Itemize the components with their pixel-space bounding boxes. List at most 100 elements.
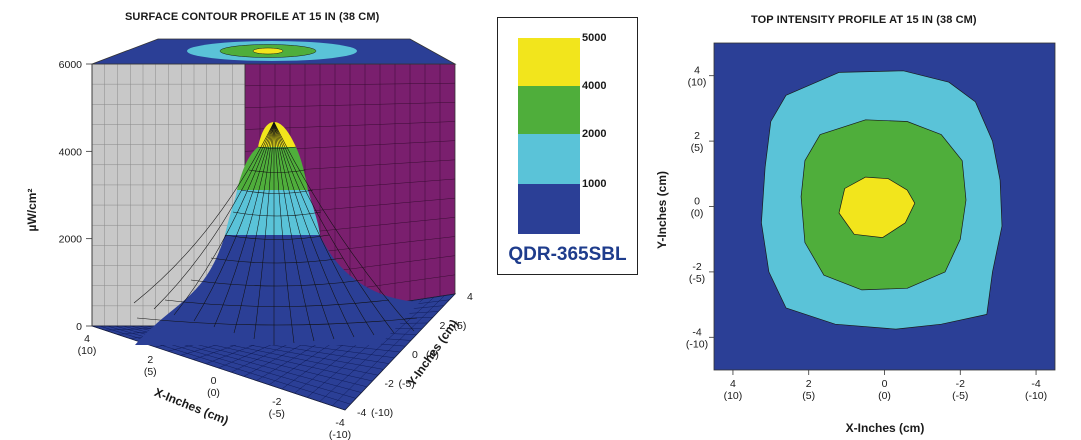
x-tick-label: 0 [882, 378, 888, 390]
z-tick-label: 6000 [59, 59, 83, 71]
contour-plot-area [713, 42, 1056, 371]
surface-chart-title: SURFACE CONTOUR PROFILE AT 15 IN (38 CM) [125, 11, 380, 23]
contour-level-2000 [800, 119, 967, 291]
y-tick-label: 4 [467, 291, 473, 303]
x-tick-label: (0) [207, 387, 220, 399]
x-tick-label: -2 [272, 396, 281, 408]
surface-band-1000 [135, 235, 420, 345]
contour-regions [761, 70, 1003, 330]
x-tick-label: 4 [84, 333, 90, 345]
contour-chart-title: TOP INTENSITY PROFILE AT 15 IN (38 CM) [751, 14, 977, 26]
y-tick-label: (-5) [689, 273, 705, 285]
surface-band-2000 [225, 190, 320, 235]
legend: 5000 4000 2000 1000 QDR-365SBL [497, 17, 638, 275]
z-tick-label: 4000 [59, 146, 83, 158]
y-tick-label: 2 [694, 130, 700, 142]
mesh-line [232, 211, 322, 217]
y-tick-label: (0) [426, 349, 439, 361]
mesh-line [273, 121, 395, 334]
mesh-line [273, 121, 315, 342]
y-tick-label: (10) [688, 77, 707, 89]
y-tick-label: (5) [454, 320, 467, 332]
surface-left-wall-grid [92, 64, 245, 326]
y-tick-label: -4 [357, 407, 366, 419]
x-tick-label: (5) [802, 390, 815, 402]
mesh-line [273, 121, 375, 336]
legend-swatch [518, 38, 580, 86]
legend-value-label: 2000 [582, 128, 606, 140]
mesh-line [136, 317, 418, 326]
surface-z-ticks: 0 2000 4000 6000 [59, 59, 92, 333]
mesh-line [173, 121, 275, 316]
y-tick-label: (0) [691, 208, 704, 220]
legend-swatches [518, 38, 580, 234]
grid-line [319, 297, 435, 402]
x-tick-label: (-5) [952, 390, 968, 402]
z-tick-label: 0 [76, 321, 82, 333]
x-tick-label: 2 [147, 354, 153, 366]
mesh-line [213, 121, 275, 328]
y-tick-label: 2 [440, 320, 446, 332]
mesh-line [240, 189, 314, 194]
y-tick-label: 0 [412, 349, 418, 361]
x-tick-label: 2 [806, 378, 812, 390]
x-tick-label: -2 [956, 378, 965, 390]
x-tick-label: -4 [335, 417, 344, 429]
contour-ticks: 4(10)2(5)0(0)-2(-5)-4(-10)4(10)2(5)0(0)-… [686, 65, 1047, 402]
legend-value-label: 1000 [582, 178, 606, 190]
y-tick-label: -4 [692, 326, 701, 338]
x-tick-label: (-10) [1025, 390, 1047, 402]
mesh-line [248, 169, 306, 173]
mesh-line [273, 121, 355, 338]
y-tick-label: -2 [385, 378, 394, 390]
mesh-line [273, 121, 415, 332]
mesh-line [190, 279, 364, 287]
x-tick-label: (-5) [269, 408, 285, 420]
y-tick-label: (-10) [686, 338, 708, 350]
mesh-line [273, 121, 335, 340]
x-tick-label: (10) [724, 390, 743, 402]
surface-band-4000 [237, 147, 308, 190]
contour-y-axis-label: Y-Inches (cm) [655, 171, 669, 249]
x-tick-label: (0) [878, 390, 891, 402]
surface-mesh [133, 121, 418, 346]
z-tick-label: 2000 [59, 234, 83, 246]
y-tick-label: (-10) [371, 407, 393, 419]
grid-line [244, 82, 456, 87]
legend-swatch [518, 86, 580, 134]
surface-z-axis-label: µW/cm² [25, 189, 39, 232]
surface-x-ticks: 4(10) 2(5) 0(0) -2(-5) -4(-10) [78, 333, 351, 440]
y-tick-label: (-5) [399, 378, 415, 390]
contour-x-axis-label: X-Inches (cm) [846, 421, 925, 435]
y-tick-label: -2 [692, 261, 701, 273]
mesh-line [224, 234, 330, 240]
y-tick-label: 4 [694, 65, 700, 77]
x-tick-label: -4 [1031, 378, 1040, 390]
x-tick-label: (5) [144, 366, 157, 378]
mesh-line [153, 121, 275, 310]
grid-line [332, 295, 445, 406]
mesh-line [164, 299, 390, 307]
legend-value-label: 5000 [582, 32, 606, 44]
mesh-line [193, 121, 275, 322]
contour-level-1000 [761, 70, 1003, 330]
legend-swatch [518, 184, 580, 234]
legend-value-label: 4000 [582, 80, 606, 92]
mesh-line [257, 146, 297, 149]
contour-level-4000 [838, 176, 916, 238]
surface-y-ticks: 4(10)2(5)0(0)-2(-5)-4(-10) [357, 291, 473, 419]
surface-top-contour-4000 [252, 47, 284, 55]
legend-labels: 5000 4000 2000 1000 [582, 32, 606, 190]
y-tick-label: (5) [691, 142, 704, 154]
y-tick-label: 0 [694, 196, 700, 208]
x-tick-label: 4 [730, 378, 736, 390]
mesh-line [233, 121, 275, 334]
x-tick-label: 0 [211, 375, 217, 387]
x-tick-label: (10) [78, 345, 97, 357]
legend-model-name: QDR-365SBL [508, 244, 627, 265]
legend-swatch [518, 134, 580, 184]
x-tick-label: (-10) [329, 429, 351, 440]
grid-line [244, 102, 456, 108]
grid-line [344, 293, 456, 411]
